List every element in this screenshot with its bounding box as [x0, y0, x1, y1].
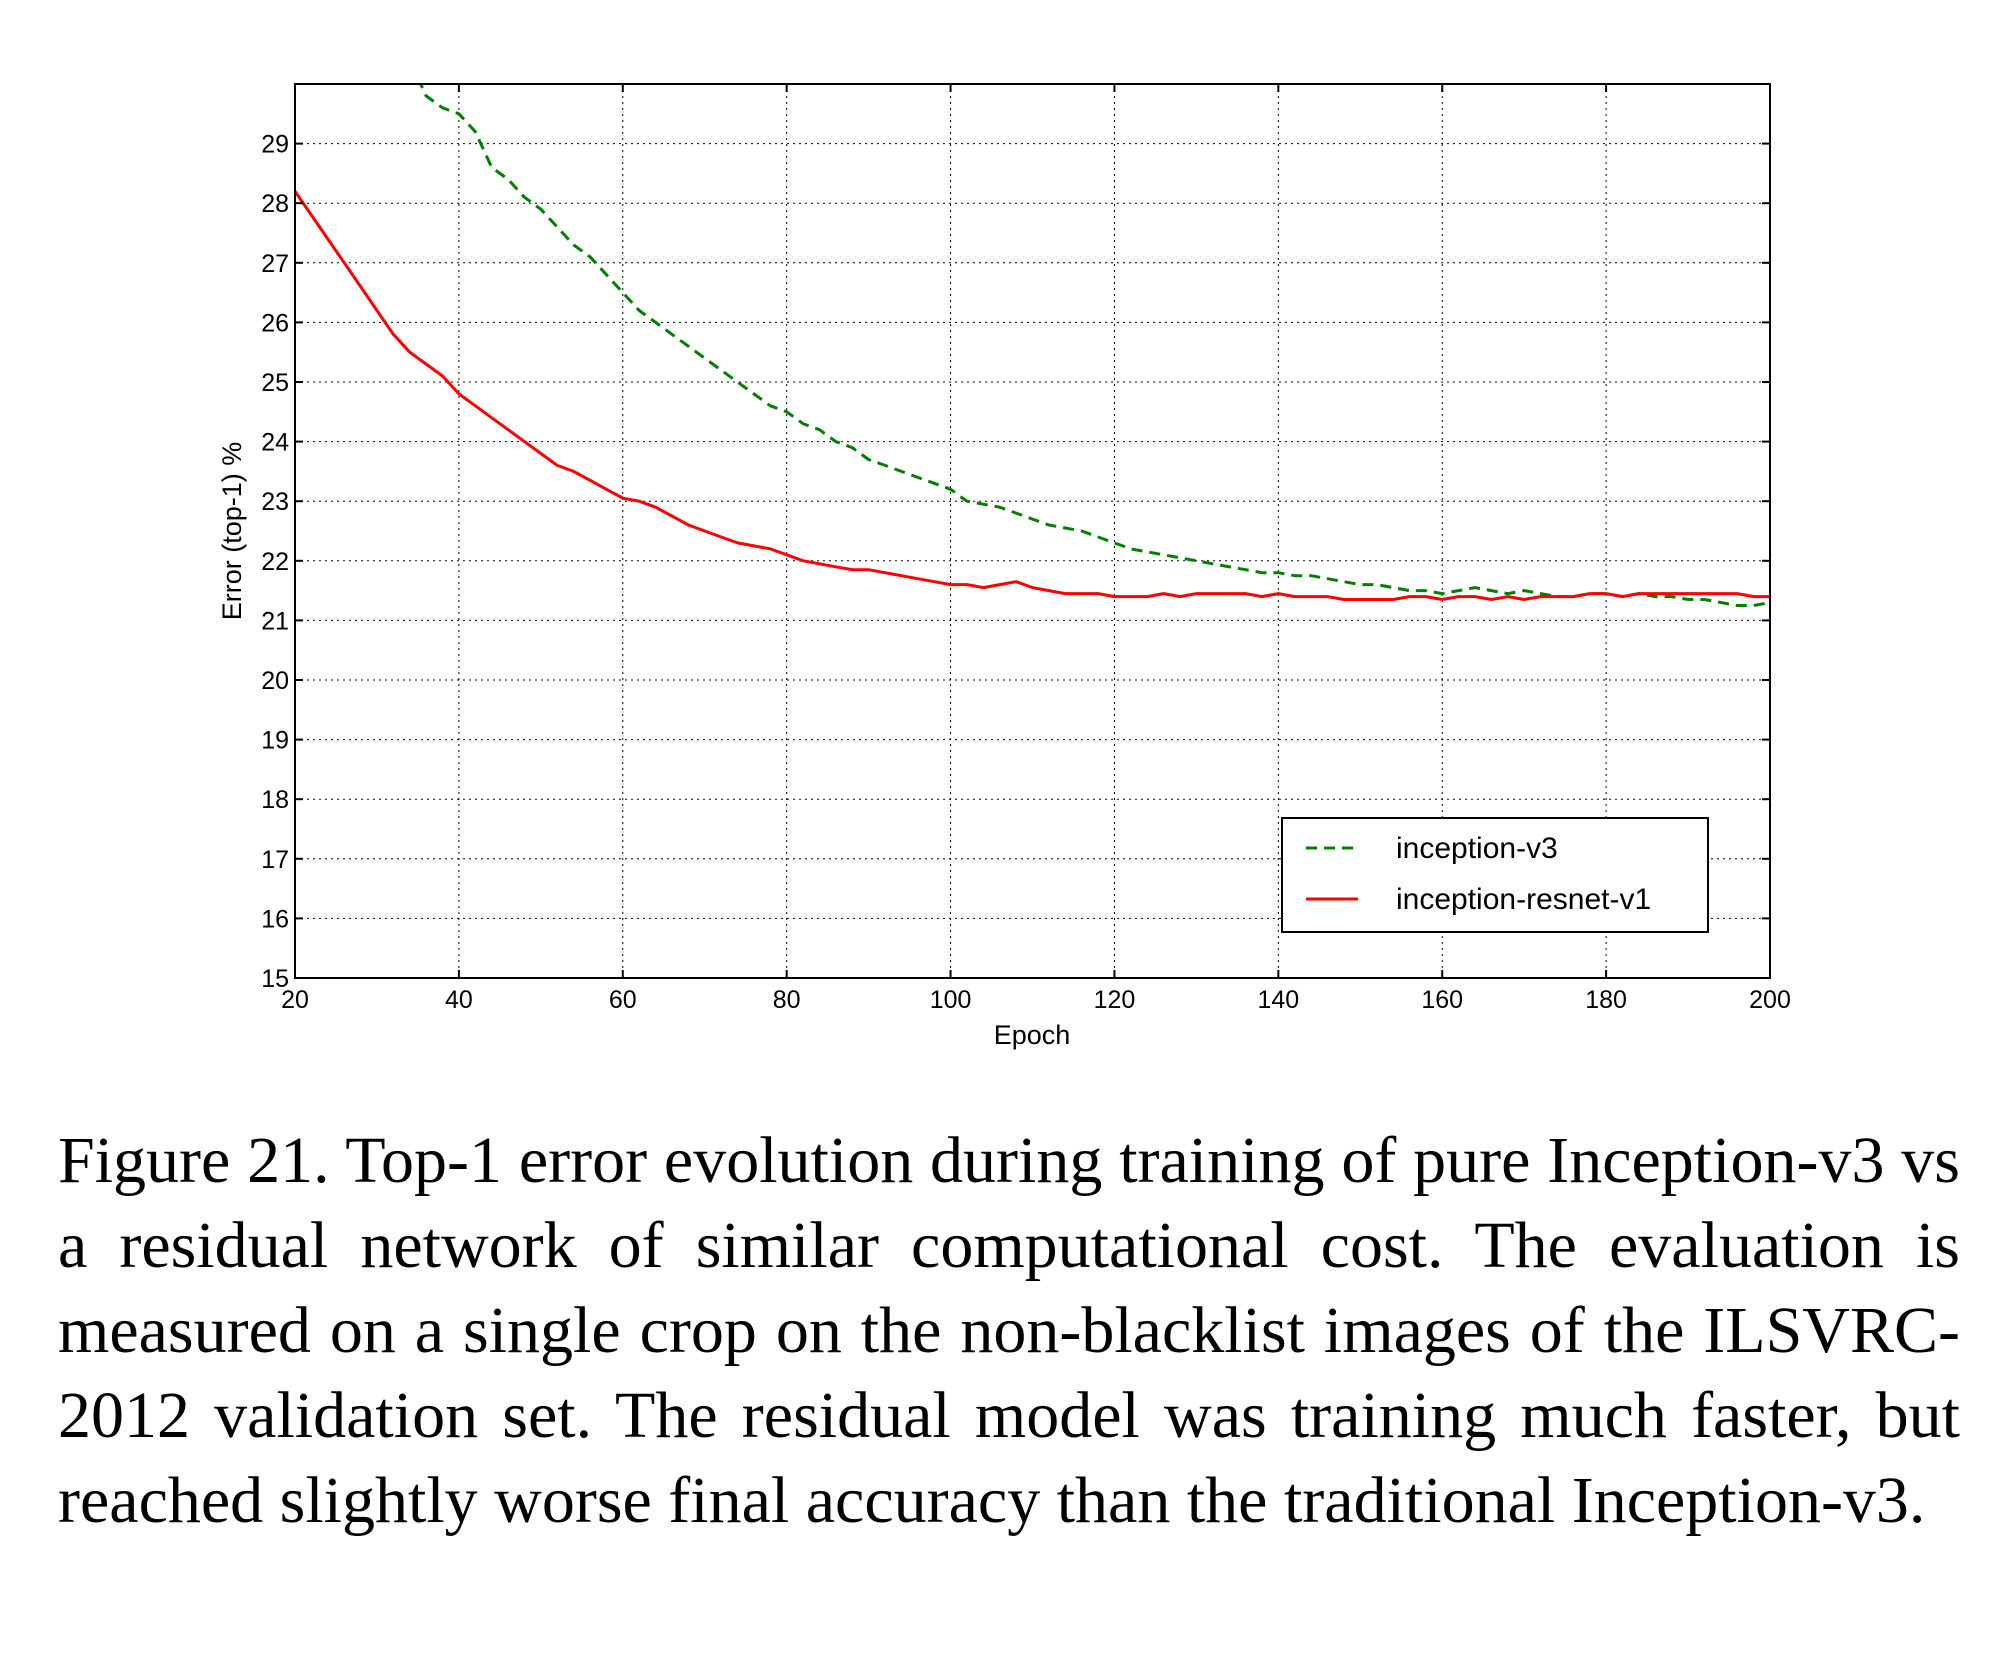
y-tick-label-15: 15	[261, 965, 289, 993]
x-tick-label-180: 180	[1585, 986, 1627, 1014]
x-tick-label-120: 120	[1094, 986, 1136, 1014]
x-tick-label-200: 200	[1749, 986, 1791, 1014]
axis-ticks: 20 40 60 80 100 120 140 160 180 200 15 16 17 18 19 20 21…	[261, 84, 1791, 1014]
legend: inception-v3 inception-resnet-v1	[1281, 817, 1709, 933]
y-tick-label-22: 22	[261, 548, 289, 576]
y-tick-label-23: 23	[261, 488, 289, 516]
series-lines	[295, 84, 1770, 607]
series-line-inception-resnet-v1	[295, 190, 1770, 601]
legend-label-inception-resnet-v1: inception-resnet-v1	[1396, 883, 1651, 916]
y-tick-label-25: 25	[261, 369, 289, 397]
y-tick-label-17: 17	[261, 846, 289, 874]
series-line-inception-v3	[418, 84, 1770, 607]
y-tick-label-27: 27	[261, 250, 289, 278]
x-axis-label: Epoch	[994, 1020, 1071, 1050]
y-tick-label-20: 20	[261, 667, 289, 695]
y-tick-label-19: 19	[261, 727, 289, 755]
y-tick-label-29: 29	[261, 131, 289, 159]
y-tick-label-21: 21	[261, 607, 289, 635]
y-axis-label: Error (top-1) %	[217, 442, 247, 621]
figure-caption: Figure 21. Top-1 error evolution during …	[58, 1124, 1960, 1537]
x-tick-label-20: 20	[281, 986, 309, 1014]
y-tick-label-24: 24	[261, 429, 289, 457]
y-tick-label-16: 16	[261, 905, 289, 933]
y-tick-label-28: 28	[261, 190, 289, 218]
legend-label-inception-v3: inception-v3	[1396, 832, 1558, 865]
x-tick-label-100: 100	[930, 986, 972, 1014]
y-tick-label-26: 26	[261, 309, 289, 337]
x-tick-label-140: 140	[1257, 986, 1299, 1014]
x-tick-label-160: 160	[1421, 986, 1463, 1014]
x-tick-label-80: 80	[773, 986, 801, 1014]
x-tick-label-60: 60	[609, 986, 637, 1014]
y-tick-label-18: 18	[261, 786, 289, 814]
legend-box	[1281, 817, 1709, 933]
training-error-chart: 20 40 60 80 100 120 140 160 180 200 15 16 17 18 19 20 21…	[217, 83, 1791, 1050]
x-tick-label-40: 40	[445, 986, 473, 1014]
plot-frame	[294, 83, 1771, 979]
